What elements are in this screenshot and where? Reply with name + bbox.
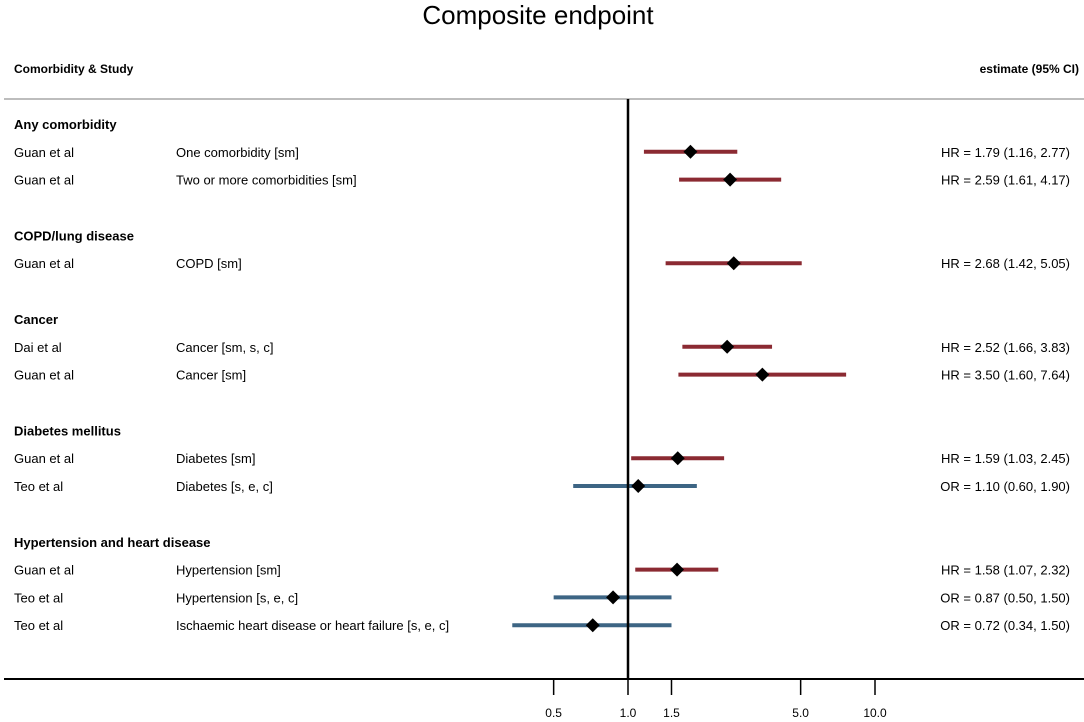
chart-title: Composite endpoint xyxy=(422,0,654,30)
x-tick-label: 10.0 xyxy=(863,706,887,720)
study-name: Guan et al xyxy=(14,256,74,271)
comorbidity-label: Ischaemic heart disease or heart failure… xyxy=(176,618,449,633)
x-tick-label: 5.0 xyxy=(792,706,809,720)
x-axis-ticks: 0.5 1.0 1.5 5.0 10.0 xyxy=(545,679,887,720)
study-name: Guan et al xyxy=(14,368,74,383)
estimate-text: OR = 0.87 (0.50, 1.50) xyxy=(940,590,1070,605)
x-tick-label: 0.5 xyxy=(545,706,562,720)
comorbidity-label: Hypertension [s, e, c] xyxy=(176,590,298,605)
estimate-text: HR = 1.79 (1.16, 2.77) xyxy=(941,145,1070,160)
estimate-text: OR = 0.72 (0.34, 1.50) xyxy=(940,618,1070,633)
study-name: Guan et al xyxy=(14,173,74,188)
point-estimate-marker xyxy=(670,451,685,466)
comorbidity-label: Two or more comorbidities [sm] xyxy=(176,173,357,188)
comorbidity-label: One comorbidity [sm] xyxy=(176,145,299,160)
point-estimate-marker xyxy=(755,367,770,382)
point-estimate-marker xyxy=(726,256,741,271)
estimate-text: HR = 2.59 (1.61, 4.17) xyxy=(941,173,1070,188)
point-estimate-marker xyxy=(606,590,621,605)
point-estimate-marker xyxy=(631,479,646,493)
study-name: Dai et al xyxy=(14,340,62,355)
comorbidity-label: COPD [sm] xyxy=(176,256,242,271)
group-header: Any comorbidity xyxy=(14,117,117,132)
point-estimate-marker xyxy=(683,144,698,159)
study-name: Guan et al xyxy=(14,563,74,578)
comorbidity-label: Diabetes [sm] xyxy=(176,451,255,466)
x-tick-label: 1.0 xyxy=(620,706,637,720)
study-name: Teo et al xyxy=(14,479,63,494)
header-estimate: estimate (95% CI) xyxy=(980,62,1079,76)
estimate-text: HR = 3.50 (1.60, 7.64) xyxy=(941,368,1070,383)
comorbidity-label: Cancer [sm, s, c] xyxy=(176,340,274,355)
study-name: Teo et al xyxy=(14,590,63,605)
point-estimate-marker xyxy=(723,172,738,187)
group-header: Cancer xyxy=(14,312,58,327)
group-header: Hypertension and heart disease xyxy=(14,535,211,550)
estimate-text: HR = 1.59 (1.03, 2.45) xyxy=(941,451,1070,466)
point-estimate-marker xyxy=(670,562,685,577)
comorbidity-label: Diabetes [s, e, c] xyxy=(176,479,273,494)
comorbidity-label: Hypertension [sm] xyxy=(176,563,281,578)
header-comorbidity-study: Comorbidity & Study xyxy=(14,62,134,76)
group-header: Diabetes mellitus xyxy=(14,423,121,438)
study-name: Guan et al xyxy=(14,451,74,466)
point-estimate-marker xyxy=(720,339,735,354)
x-tick-label: 1.5 xyxy=(663,706,680,720)
point-estimate-marker xyxy=(585,618,600,633)
estimate-text: OR = 1.10 (0.60, 1.90) xyxy=(940,479,1070,494)
comorbidity-label: Cancer [sm] xyxy=(176,368,246,383)
estimate-text: HR = 1.58 (1.07, 2.32) xyxy=(941,563,1070,578)
study-name: Guan et al xyxy=(14,145,74,160)
rows-layer: Any comorbidity Guan et al One comorbidity… xyxy=(14,117,1070,633)
estimate-text: HR = 2.52 (1.66, 3.83) xyxy=(941,340,1070,355)
estimate-text: HR = 2.68 (1.42, 5.05) xyxy=(941,256,1070,271)
study-name: Teo et al xyxy=(14,618,63,633)
group-header: COPD/lung disease xyxy=(14,228,134,243)
